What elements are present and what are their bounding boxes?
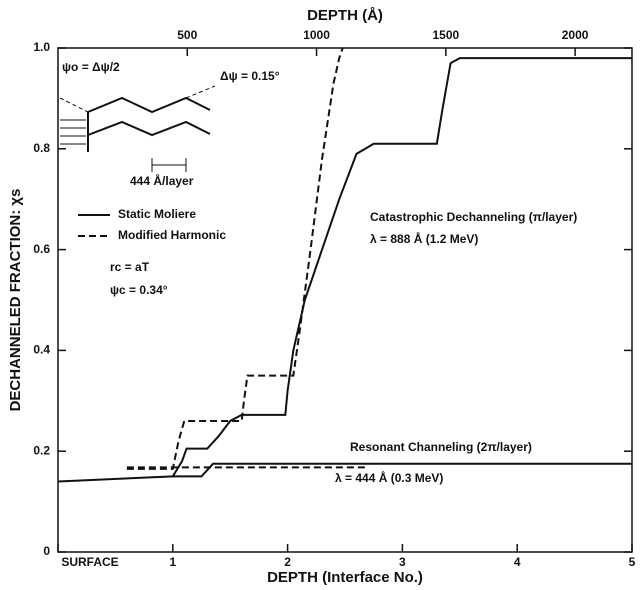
legend-label: Modified Harmonic: [118, 228, 226, 242]
annotation: λ = 444 Å (0.3 MeV): [335, 470, 443, 485]
annotation: Resonant Channeling (2π/layer): [350, 440, 532, 454]
annotation: ψo = Δψ/2: [62, 60, 120, 74]
x2-tick-label: 2000: [562, 28, 589, 42]
y-tick-label: 0.8: [33, 141, 50, 155]
plot-frame: [57, 47, 633, 553]
series-line: [172, 462, 632, 478]
annotation: λ = 888 Å (1.2 MeV): [370, 231, 478, 246]
y-tick-label: 0: [43, 544, 50, 558]
annotation: 444 Å/layer: [130, 173, 194, 188]
y-tick-label: 0.4: [33, 343, 50, 357]
series-line: [57, 57, 632, 483]
y-tick-label: 0.6: [33, 242, 50, 256]
x-tick-label: 5: [629, 555, 636, 569]
series-line: [126, 47, 344, 470]
annotation: rc = aT: [110, 260, 150, 274]
x-tick-label: SURFACE: [61, 555, 118, 569]
x-tick-label: 2: [284, 555, 291, 569]
x-axis-label: DEPTH (Interface No.): [267, 569, 423, 586]
inset-diagram: [59, 85, 216, 172]
annotation: Δψ = 0.15°: [220, 69, 280, 83]
x-tick-label: 1: [169, 555, 176, 569]
x2-tick-label: 1000: [303, 28, 330, 42]
y-axis-label: DECHANNELED FRACTION: χs: [7, 189, 24, 412]
annotation: ψc = 0.34°: [110, 283, 168, 297]
x-tick-label: 3: [399, 555, 406, 569]
y-tick-label: 0.2: [33, 443, 50, 457]
x-tick-label: 4: [514, 555, 521, 569]
y-tick-label: 1.0: [33, 40, 50, 54]
x2-axis-label: DEPTH (Å): [307, 7, 383, 24]
x2-tick-label: 500: [177, 28, 197, 42]
legend-label: Static Moliere: [118, 207, 196, 221]
x2-tick-label: 1500: [432, 28, 459, 42]
annotation: Catastrophic Dechanneling (π/layer): [370, 210, 577, 224]
